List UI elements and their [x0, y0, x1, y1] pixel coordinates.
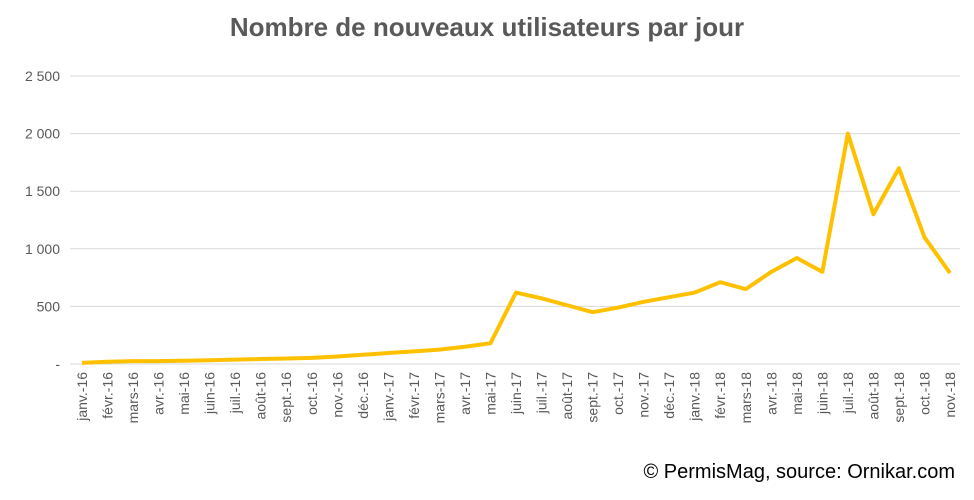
x-tick-label: mai-17	[482, 372, 498, 415]
chart-title: Nombre de nouveaux utilisateurs par jour	[230, 12, 744, 42]
x-tick-label: oct.-16	[304, 372, 320, 415]
x-tick-label: juil.-16	[227, 372, 243, 414]
x-tick-label: janv.-17	[380, 372, 396, 422]
x-tick-label: avr.-18	[763, 372, 779, 415]
x-tick-label: déc.-17	[661, 372, 677, 419]
x-tick-label: nov.-16	[329, 372, 345, 418]
x-tick-label: août-17	[559, 372, 575, 420]
x-tick-label: mai-18	[789, 372, 805, 415]
x-tick-label: juil.-18	[840, 372, 856, 414]
y-tick-label: 1 000	[25, 241, 60, 257]
x-tick-label: mars-17	[431, 372, 447, 424]
x-tick-label: juin-17	[508, 372, 524, 415]
y-tick-label: 2 000	[25, 126, 60, 142]
x-tick-label: févr.-16	[100, 372, 116, 419]
x-tick-label: oct.-18	[916, 372, 932, 415]
y-tick-label: -	[55, 356, 60, 372]
x-tick-label: mars-16	[125, 372, 141, 424]
line	[81, 131, 952, 365]
x-tick-label: sept.-16	[278, 372, 294, 423]
x-tick-label: nov.-17	[636, 372, 652, 418]
source: © PermisMag, source: Ornikar.com	[644, 461, 955, 483]
x-tick-label: nov.-18	[942, 372, 958, 418]
x-tick-label: août-18	[865, 372, 881, 420]
x-tick-label: janv.-18	[687, 372, 703, 422]
x-tick-label: juin-16	[202, 372, 218, 415]
y-tick-label: 500	[37, 298, 61, 314]
x-tick-label: juin-18	[814, 372, 830, 415]
x-tick-label: sept.-18	[891, 372, 907, 423]
x-tick-label: févr.-17	[406, 372, 422, 419]
x-tick-label: mars-18	[738, 372, 754, 424]
y-tick-label: 2 500	[25, 68, 60, 84]
x-tick-label: avr.-17	[457, 372, 473, 415]
x-tick-label: déc.-16	[355, 372, 371, 419]
y-tick-label: 1 500	[25, 183, 60, 199]
x-tick-label: janv.-16	[74, 372, 90, 422]
x-tick-label: mai-16	[176, 372, 192, 415]
x-tick-label: févr.-18	[712, 372, 728, 419]
x-tick-label: juil.-17	[534, 372, 550, 414]
x-tick-label: août-16	[253, 372, 269, 420]
x-tick-label: avr.-16	[151, 372, 167, 415]
x-tick-label: sept.-17	[585, 372, 601, 423]
x-tick-label: oct.-17	[610, 372, 626, 415]
